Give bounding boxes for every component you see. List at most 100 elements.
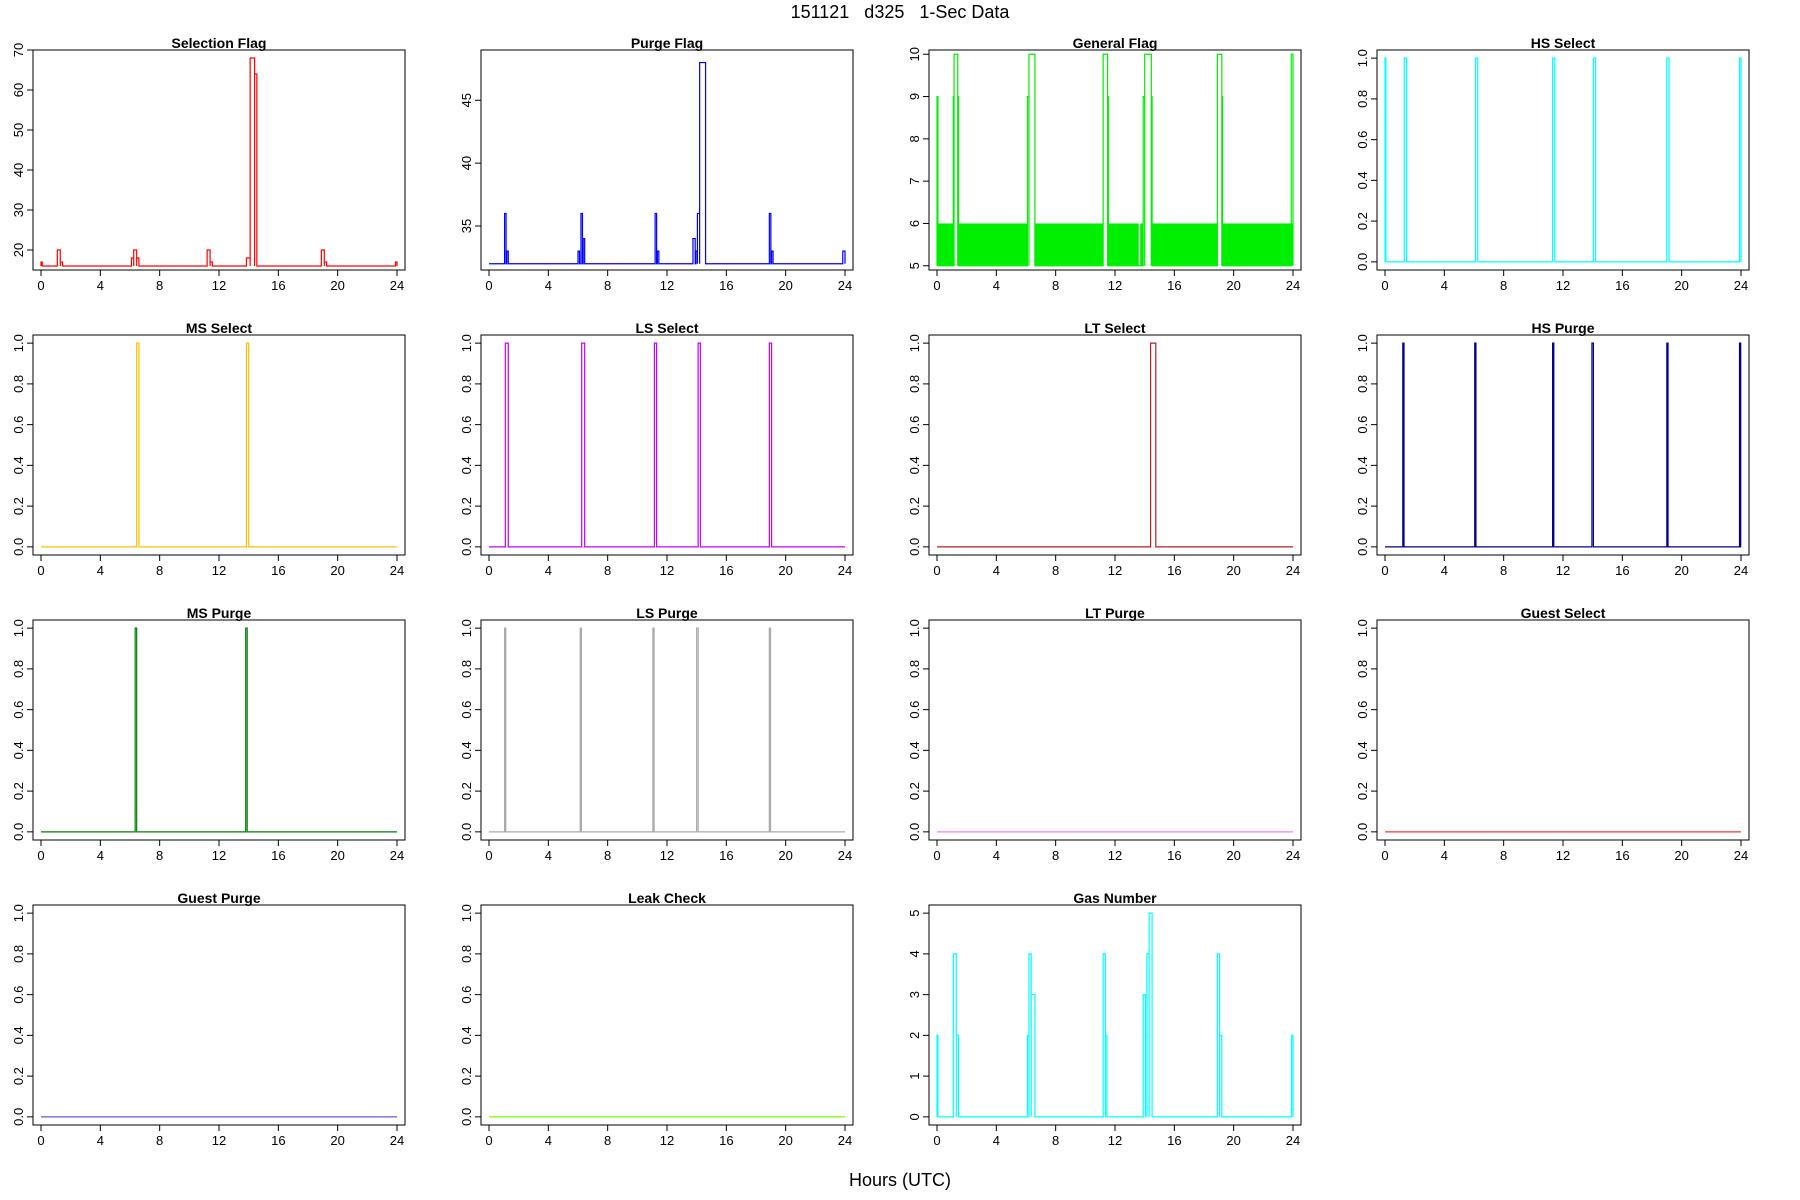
x-tick-label: 8 <box>1500 848 1507 863</box>
y-tick-label: 0.6 <box>1355 701 1370 719</box>
x-tick-label: 12 <box>1108 563 1122 578</box>
x-tick-label: 24 <box>1286 563 1300 578</box>
x-tick-label: 16 <box>271 278 285 293</box>
plot-frame <box>32 49 406 271</box>
x-tick-label: 12 <box>1556 278 1570 293</box>
x-tick-label: 0 <box>37 848 44 863</box>
y-tick-label: 0.6 <box>1355 131 1370 149</box>
y-tick-label: 0.8 <box>11 660 26 678</box>
data-series-line <box>489 61 846 265</box>
y-tick-label: 5 <box>907 262 922 269</box>
x-tick-label: 0 <box>1381 278 1388 293</box>
y-tick-label: 0.2 <box>907 782 922 800</box>
plot-frame <box>928 904 1302 1126</box>
x-tick-label: 8 <box>1052 848 1059 863</box>
subplot-hs-purge: HS Purge 0 4 8 12 16 20 24 0.0 0.2 0.4 0.6 0.8 1.0 <box>1355 320 1750 578</box>
x-tick-label: 16 <box>1615 563 1629 578</box>
y-tick-label: 0.4 <box>459 1026 474 1044</box>
y-tick-label: 4 <box>907 950 922 957</box>
y-tick-label: 40 <box>11 163 26 177</box>
data-series-line <box>1385 342 1742 548</box>
x-tick-label: 16 <box>719 1133 733 1148</box>
x-tick-label: 12 <box>1556 563 1570 578</box>
plot-title: Purge Flag <box>631 35 703 51</box>
y-tick-label: 0.6 <box>11 986 26 1004</box>
x-tick-label: 0 <box>933 848 940 863</box>
subplot-ms-purge: MS Purge 0 4 8 12 16 20 24 0.0 0.2 0.4 0.6 0.8 1.0 <box>11 605 406 863</box>
x-tick-label: 20 <box>1674 563 1688 578</box>
x-tick-label: 8 <box>156 563 163 578</box>
x-tick-label: 0 <box>37 563 44 578</box>
data-series-line <box>937 342 1293 548</box>
x-tick-label: 16 <box>719 848 733 863</box>
plot-title: LT Purge <box>1085 605 1145 621</box>
x-tick-label: 0 <box>485 848 492 863</box>
x-tick-label: 20 <box>330 848 344 863</box>
y-tick-label: 0.8 <box>907 375 922 393</box>
y-tick-label: 0.2 <box>11 1067 26 1085</box>
x-tick-label: 20 <box>1674 278 1688 293</box>
x-tick-label: 4 <box>993 1133 1000 1148</box>
y-tick-label: 50 <box>11 123 26 137</box>
y-tick-label: 0.8 <box>11 375 26 393</box>
x-tick-label: 8 <box>1052 278 1059 293</box>
y-tick-label: 1.0 <box>907 334 922 352</box>
x-tick-label: 4 <box>1441 563 1448 578</box>
y-tick-label: 0.4 <box>907 456 922 474</box>
x-tick-label: 24 <box>838 563 852 578</box>
y-tick-label: 0.0 <box>1355 823 1370 841</box>
x-tick-label: 24 <box>1286 278 1300 293</box>
subplot-lt-purge: LT Purge 0 4 8 12 16 20 24 0.0 0.2 0.4 0.6 0.8 1.0 <box>907 605 1302 863</box>
y-tick-label: 0.6 <box>459 416 474 434</box>
subplot-purge-flag: Purge Flag 0 4 8 12 16 20 24 35 40 45 <box>459 35 854 293</box>
y-tick-label: 0.2 <box>459 1067 474 1085</box>
y-tick-label: 1.0 <box>1355 49 1370 67</box>
y-tick-label: 60 <box>11 83 26 97</box>
subplot-guest-select: Guest Select 0 4 8 12 16 20 24 0.0 0.2 0.4 0.6 0.8 1.… <box>1355 605 1750 863</box>
y-tick-label: 0.6 <box>907 416 922 434</box>
data-band <box>1152 223 1218 266</box>
y-tick-label: 1.0 <box>1355 334 1370 352</box>
y-tick-label: 0.8 <box>1355 375 1370 393</box>
x-tick-label: 8 <box>1500 563 1507 578</box>
y-tick-label: 8 <box>907 135 922 142</box>
plot-title: LS Purge <box>636 605 698 621</box>
x-tick-label: 12 <box>660 1133 674 1148</box>
y-tick-label: 0.0 <box>11 823 26 841</box>
x-tick-label: 16 <box>1167 1133 1181 1148</box>
x-tick-label: 16 <box>1615 278 1629 293</box>
y-tick-label: 0.2 <box>459 782 474 800</box>
y-tick-label: 0.6 <box>907 701 922 719</box>
x-tick-label: 8 <box>156 848 163 863</box>
x-tick-label: 16 <box>719 278 733 293</box>
x-tick-label: 24 <box>838 278 852 293</box>
plot-frame <box>480 49 854 271</box>
x-tick-label: 20 <box>778 278 792 293</box>
x-tick-label: 8 <box>156 278 163 293</box>
y-tick-label: 0.4 <box>1355 456 1370 474</box>
y-tick-label: 1.0 <box>11 904 26 922</box>
y-tick-label: 0.8 <box>1355 90 1370 108</box>
y-tick-label: 0.4 <box>1355 741 1370 759</box>
x-tick-label: 8 <box>604 848 611 863</box>
data-band <box>958 223 1028 266</box>
x-tick-label: 12 <box>212 848 226 863</box>
plot-frame <box>928 619 1302 841</box>
subplot-ls-select: LS Select 0 4 8 12 16 20 24 0.0 0.2 0.4 0.6 0.8 1.0 <box>459 320 854 578</box>
x-tick-label: 16 <box>1167 563 1181 578</box>
x-tick-label: 12 <box>660 563 674 578</box>
y-tick-label: 0.8 <box>11 945 26 963</box>
y-tick-label: 1.0 <box>459 334 474 352</box>
plot-title: Gas Number <box>1073 890 1157 906</box>
y-tick-label: 5 <box>907 910 922 917</box>
y-tick-label: 1.0 <box>459 904 474 922</box>
x-tick-label: 4 <box>993 563 1000 578</box>
data-series-line <box>936 53 1294 267</box>
y-tick-label: 0.0 <box>1355 538 1370 556</box>
x-tick-label: 0 <box>933 1133 940 1148</box>
data-band <box>937 223 954 266</box>
data-series-line <box>40 57 398 267</box>
x-tick-label: 4 <box>993 848 1000 863</box>
x-tick-label: 4 <box>97 848 104 863</box>
